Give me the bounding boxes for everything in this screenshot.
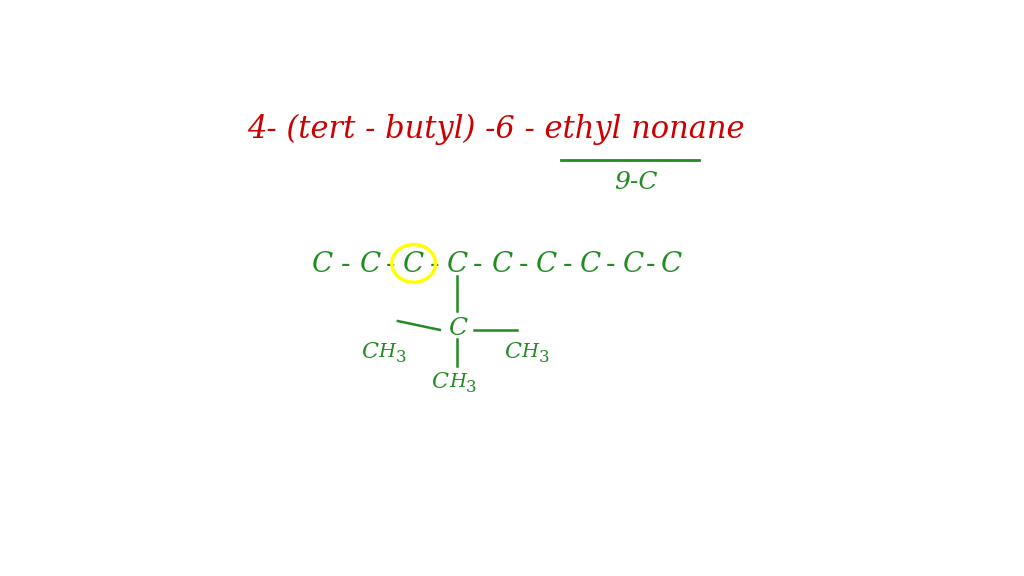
Text: 9-C: 9-C	[614, 170, 657, 194]
Text: -: -	[473, 251, 482, 278]
Text: -: -	[645, 251, 655, 278]
Text: -: -	[518, 251, 528, 278]
Text: C: C	[431, 371, 449, 393]
Text: C: C	[504, 341, 521, 363]
Text: H: H	[450, 373, 466, 391]
Text: C: C	[403, 251, 424, 278]
Text: C: C	[537, 251, 558, 278]
Text: 4- (tert - butyl) -6 - ethyl nonane: 4- (tert - butyl) -6 - ethyl nonane	[247, 113, 744, 145]
Text: C: C	[311, 251, 333, 278]
Text: C: C	[623, 251, 644, 278]
Text: -: -	[341, 251, 350, 278]
Text: C: C	[660, 251, 682, 278]
Text: C: C	[580, 251, 601, 278]
Text: -: -	[606, 251, 615, 278]
Text: -: -	[430, 251, 439, 278]
Text: C: C	[359, 251, 381, 278]
Text: H: H	[521, 343, 539, 361]
Text: H: H	[379, 343, 396, 361]
Text: C: C	[447, 317, 467, 340]
Text: 3: 3	[395, 350, 407, 366]
Text: -: -	[563, 251, 572, 278]
Text: 3: 3	[466, 379, 477, 396]
Text: 3: 3	[539, 350, 549, 366]
Text: -: -	[386, 251, 395, 278]
Text: C: C	[361, 341, 378, 363]
Text: C: C	[492, 251, 513, 278]
Text: C: C	[446, 251, 468, 278]
